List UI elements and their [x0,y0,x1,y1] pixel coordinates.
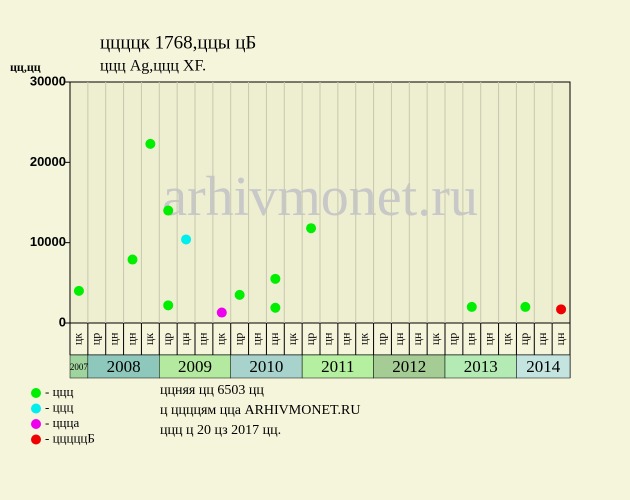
x-tick-label: цк [356,333,370,345]
x-tick-label: цн [535,332,549,345]
x-tick-label: цк [214,333,228,345]
y-axis-label: цц,цц [10,60,41,74]
point [145,138,156,149]
year-label: 2013 [464,357,498,376]
point [270,302,281,313]
point [306,223,317,234]
y-tick-label: 20000 [30,154,66,169]
x-tick-label: цк [499,333,513,345]
point [163,300,174,311]
year-label: 2014 [526,357,561,376]
x-tick-label: цн [178,332,192,345]
y-tick-label: 0 [59,314,66,329]
y-tick-label: 10000 [30,234,66,249]
x-tick-label: цр [374,333,388,345]
legend-label: - ццц [45,384,73,399]
point [216,307,227,318]
legend-marker [31,419,41,429]
x-tick-label: цр [231,333,245,345]
point [520,301,531,312]
point [181,234,192,245]
x-tick-label: цр [446,333,460,345]
x-tick-label: цн [124,332,138,345]
year-label: 2007 [70,362,89,372]
legend-marker [31,434,41,445]
year-band [516,354,571,379]
x-tick-label: цр [517,333,531,345]
year-label: 2008 [107,357,141,376]
point [127,254,138,265]
chart-title: ццццк 1768,ццы цБ [100,32,256,53]
legend-marker [31,403,41,414]
x-tick-label: цр [89,333,103,345]
legend-label: - ццца [45,415,79,430]
x-tick-label: цн [249,332,263,345]
x-tick-label: цк [142,333,156,345]
year-label: 2010 [249,357,283,376]
x-tick-label: цн [339,332,353,345]
x-tick-label: цн [392,332,406,345]
x-tick-label: цк [71,333,85,345]
point [163,205,174,216]
point [73,285,84,296]
year-label: 2011 [321,357,354,376]
point [234,289,245,300]
x-tick-label: цр [303,333,317,345]
point [556,304,567,315]
x-tick-label: цн [106,332,120,345]
x-tick-label: цк [428,333,442,345]
x-tick-label: цк [285,333,299,345]
point [270,273,281,284]
note: ццняя цц 6503 цц [160,383,264,398]
x-tick-label: цн [464,332,478,345]
x-tick-label: цн [481,332,495,345]
year-label: 2012 [392,357,426,376]
x-tick-label: цн [410,332,424,345]
point [466,301,477,312]
x-tick-label: цн [321,332,335,345]
x-tick-label: цн [196,332,210,345]
chart-subtitle: ццц Ag,ццц XF. [100,58,206,75]
year-label: 2009 [178,357,212,376]
note: ццц ц 20 цз 2017 цц. [160,423,281,438]
x-tick-label: цн [553,332,567,345]
legend-label: - цццццБ [45,430,95,445]
x-tick-label: цн [267,332,281,345]
legend-label: - ццц [45,399,73,414]
legend-marker [31,388,41,398]
y-tick-label: 30000 [30,73,66,88]
x-tick-label: цр [160,333,174,345]
note: ц ццццям цца ARHIVMONET.RU [160,403,360,418]
